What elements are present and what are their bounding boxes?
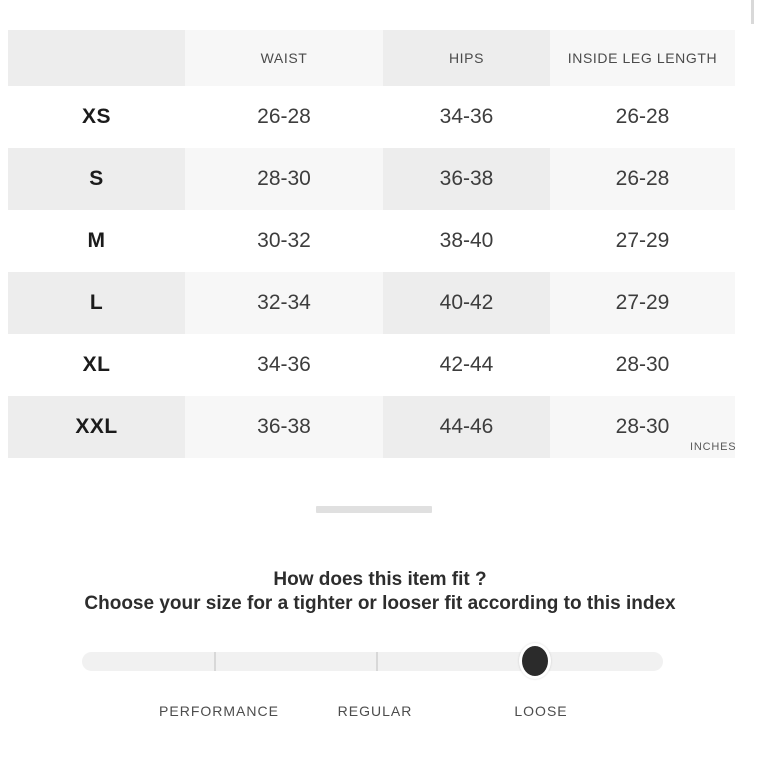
waist-cell-xl: 34-36 bbox=[185, 334, 383, 396]
fit-heading-line1: How does this item fit ? bbox=[273, 569, 487, 590]
col-header-inside-leg: INSIDE LEG LENGTH bbox=[550, 30, 735, 86]
waist-cell-l: 32-34 bbox=[185, 272, 383, 334]
inside-leg-cell-m: 27-29 bbox=[550, 210, 735, 272]
size-cell-xs: XS bbox=[8, 86, 185, 148]
fit-slider-tick-regular bbox=[376, 652, 378, 671]
col-header-size bbox=[8, 30, 185, 86]
hips-cell-m: 38-40 bbox=[383, 210, 550, 272]
units-label: INCHES bbox=[690, 441, 737, 453]
inside-leg-cell-l: 27-29 bbox=[550, 272, 735, 334]
hips-cell-xs: 34-36 bbox=[383, 86, 550, 148]
fit-heading-line2: Choose your size for a tighter or looser… bbox=[84, 593, 676, 614]
hips-cell-l: 40-42 bbox=[383, 272, 550, 334]
size-cell-s: S bbox=[8, 148, 185, 210]
fit-option-performance: PERFORMANCE bbox=[159, 703, 279, 719]
hips-cell-xl: 42-44 bbox=[383, 334, 550, 396]
waist-cell-xs: 26-28 bbox=[185, 86, 383, 148]
waist-cell-m: 30-32 bbox=[185, 210, 383, 272]
inside-leg-cell-xl: 28-30 bbox=[550, 334, 735, 396]
size-cell-m: M bbox=[8, 210, 185, 272]
hips-cell-s: 36-38 bbox=[383, 148, 550, 210]
size-cell-xl: XL bbox=[8, 334, 185, 396]
waist-cell-xxl: 36-38 bbox=[185, 396, 383, 458]
col-header-waist: WAIST bbox=[185, 30, 383, 86]
hips-cell-xxl: 44-46 bbox=[383, 396, 550, 458]
scrollbar-thumb[interactable] bbox=[751, 0, 754, 24]
waist-cell-s: 28-30 bbox=[185, 148, 383, 210]
inside-leg-cell-xxl: 28-30 bbox=[550, 396, 735, 458]
fit-slider-track[interactable] bbox=[82, 643, 663, 679]
fit-slider-knob[interactable] bbox=[519, 643, 551, 679]
inside-leg-cell-xs: 26-28 bbox=[550, 86, 735, 148]
fit-slider-tick-performance bbox=[214, 652, 216, 671]
size-cell-xxl: XXL bbox=[8, 396, 185, 458]
size-chart-table: WAIST HIPS INSIDE LEG LENGTH XS 26-28 34… bbox=[8, 30, 735, 458]
size-cell-l: L bbox=[8, 272, 185, 334]
fit-option-loose: LOOSE bbox=[514, 703, 568, 719]
divider-handle bbox=[316, 506, 432, 513]
fit-option-regular: REGULAR bbox=[337, 703, 413, 719]
fit-heading: How does this item fit ? Choose your siz… bbox=[0, 568, 760, 616]
inside-leg-cell-s: 26-28 bbox=[550, 148, 735, 210]
col-header-hips: HIPS bbox=[383, 30, 550, 86]
